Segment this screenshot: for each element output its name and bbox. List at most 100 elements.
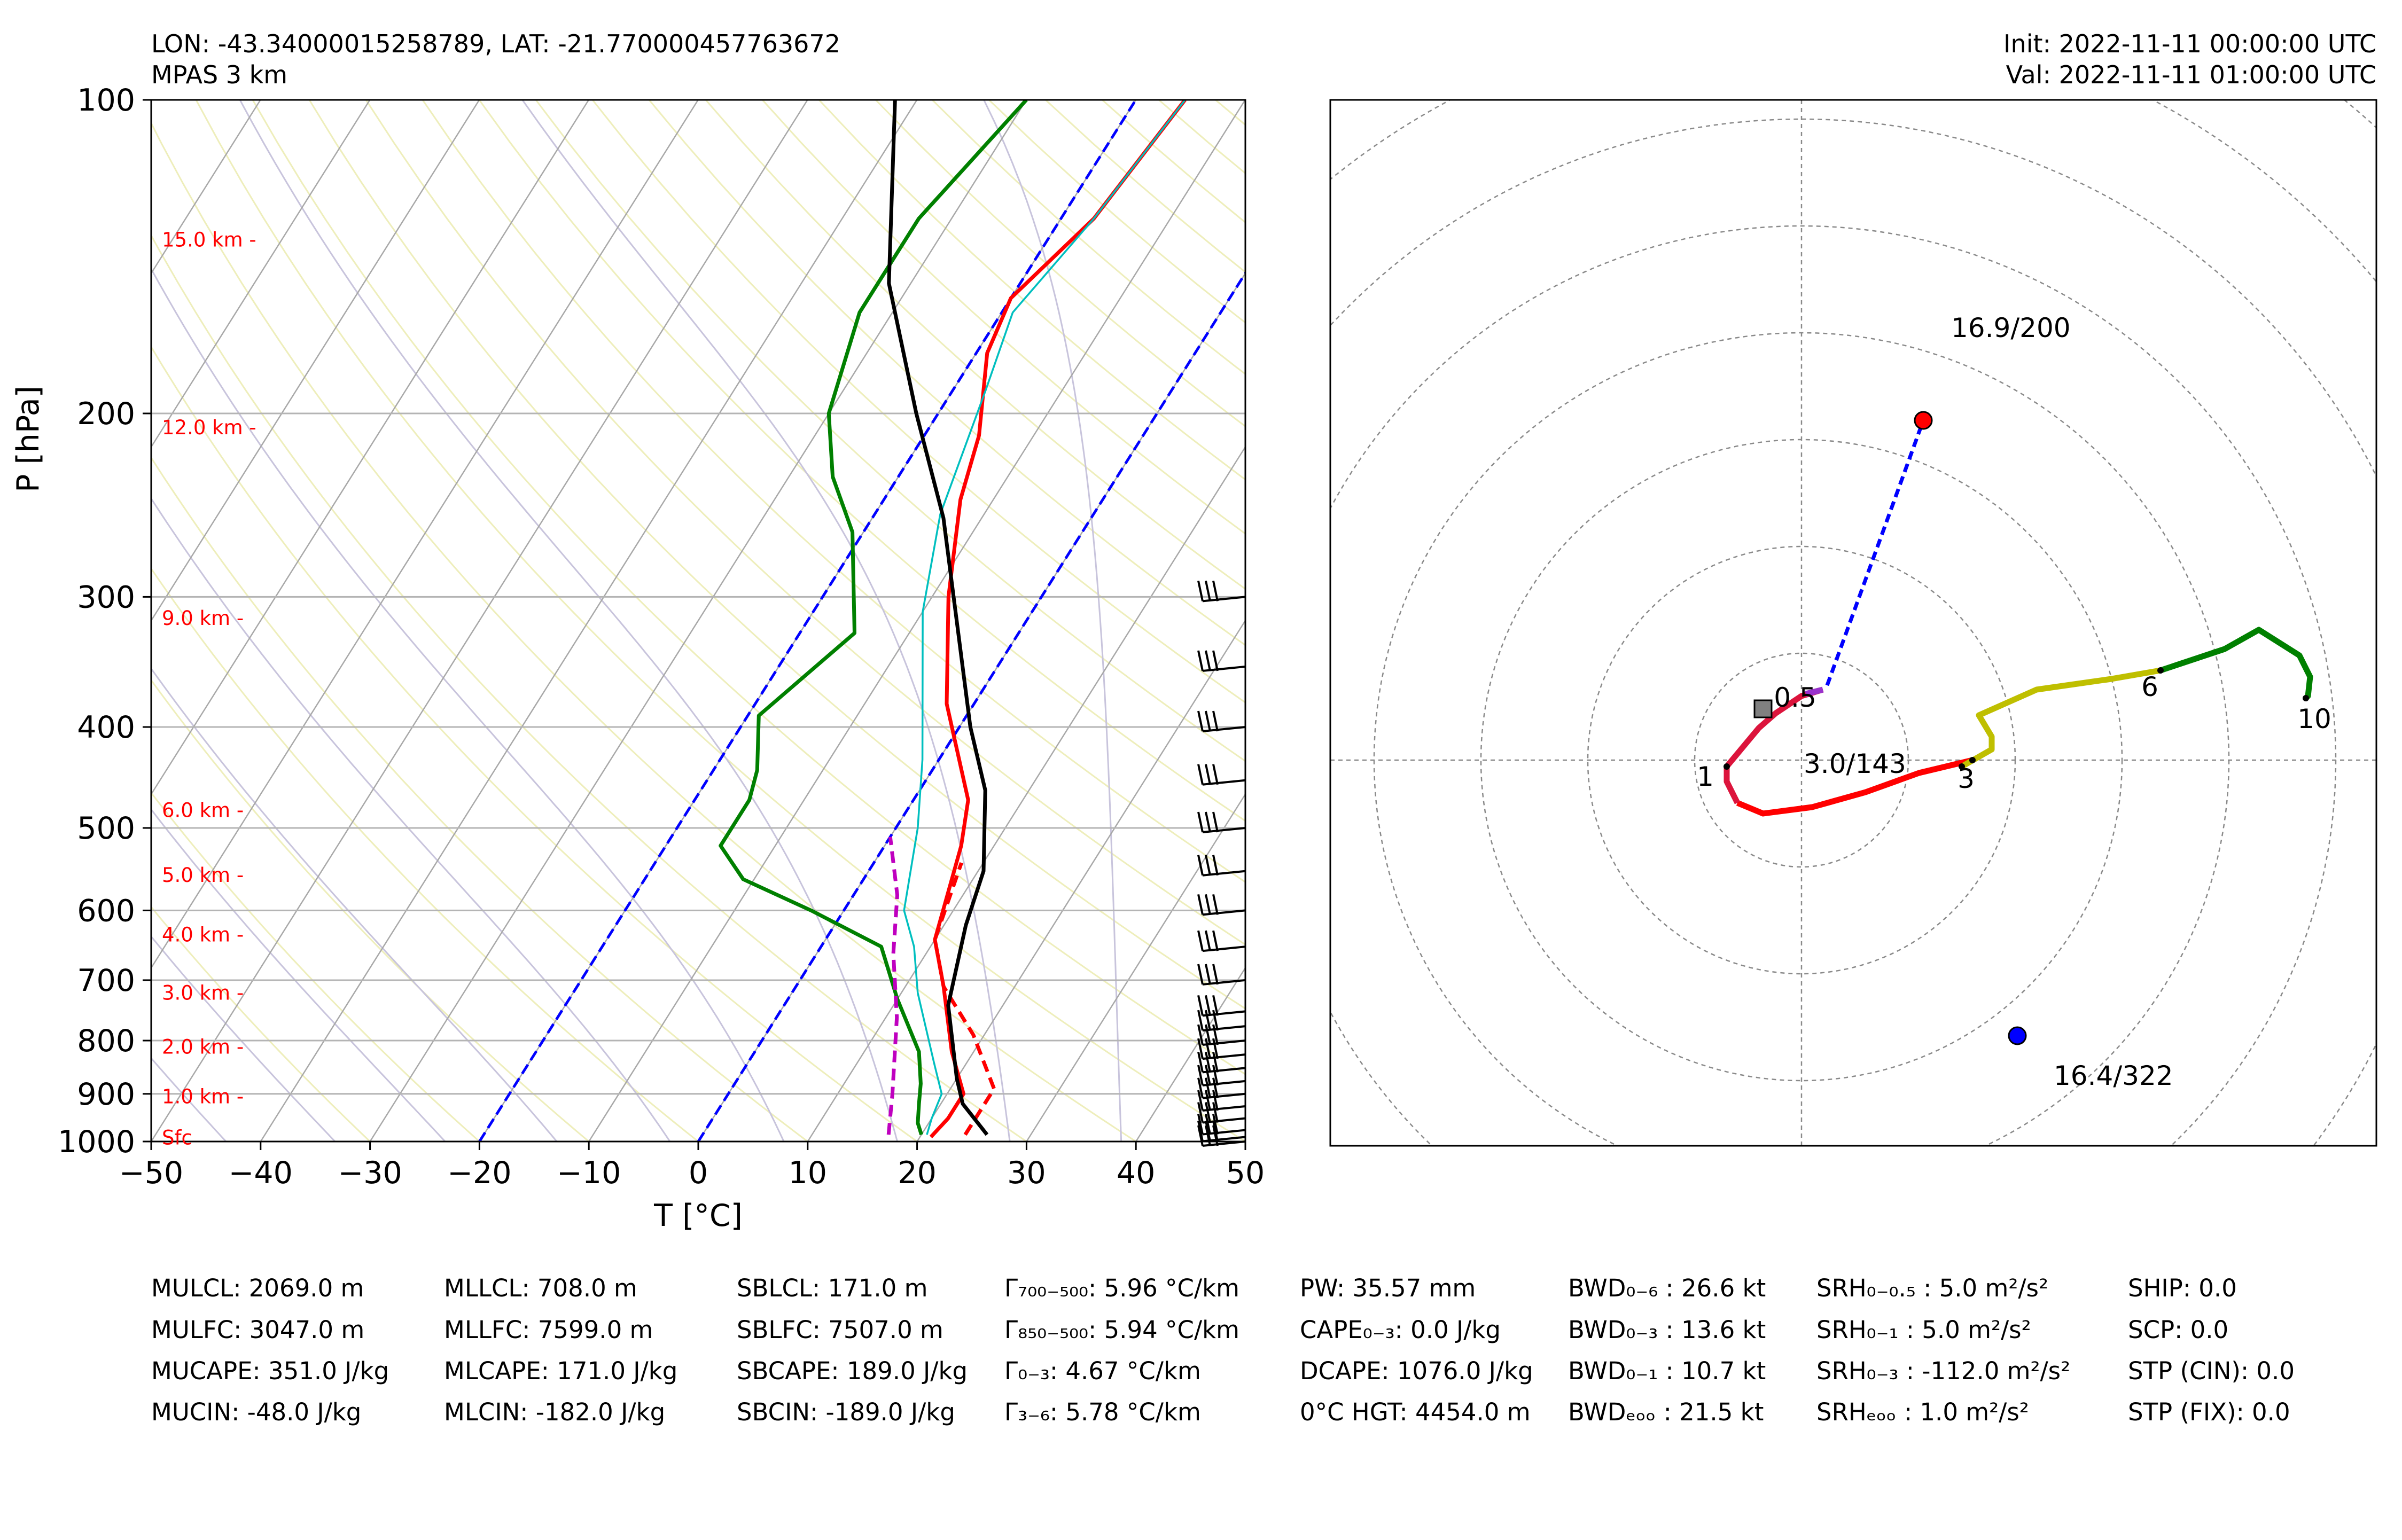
dry-adiabat bbox=[1215, 100, 1245, 126]
height-label: 15.0 km - bbox=[162, 228, 256, 251]
barb-feather bbox=[1212, 811, 1219, 833]
wind-barb bbox=[1197, 650, 1246, 672]
isotherm bbox=[151, 100, 371, 449]
stat-col1-1: MULFC: 3047.0 m bbox=[151, 1316, 365, 1344]
wind-barb bbox=[1197, 1024, 1246, 1046]
barb-feather bbox=[1205, 1038, 1211, 1059]
moist-adiabat bbox=[151, 1057, 228, 1142]
x-tick-label: −20 bbox=[447, 1155, 511, 1191]
dry-adiabat bbox=[252, 100, 1245, 1075]
x-tick-label: 30 bbox=[1007, 1155, 1046, 1191]
stat-col6-0: BWD₀₋₆ : 26.6 kt bbox=[1568, 1274, 1766, 1302]
stat-col8-2: STP (CIN): 0.0 bbox=[2128, 1357, 2295, 1385]
barb-feather bbox=[1197, 1065, 1204, 1086]
x-tick-label: 10 bbox=[789, 1155, 828, 1191]
moist-adiabat bbox=[983, 100, 1122, 1142]
sounding-parameters: MULCL: 2069.0 m MULFC: 3047.0 m MUCAPE: 35… bbox=[0, 1269, 2402, 1440]
dry-adiabat bbox=[705, 100, 1245, 590]
location-label: LON: -43.34000015258789, LAT: -21.770000… bbox=[151, 29, 840, 58]
height-label: Sfc bbox=[162, 1126, 192, 1149]
dry-adiabat bbox=[1102, 100, 1245, 224]
stat-col6-1: BWD₀₋₃ : 13.6 kt bbox=[1568, 1316, 1766, 1344]
barb-feather bbox=[1197, 1114, 1204, 1135]
barb-feather bbox=[1212, 855, 1219, 876]
x-tick-label: 50 bbox=[1226, 1155, 1265, 1191]
height-dot bbox=[1959, 763, 1965, 770]
wind-barb bbox=[1197, 580, 1246, 603]
isotherm bbox=[151, 100, 699, 970]
wind-barb bbox=[1197, 894, 1246, 916]
isotherm bbox=[260, 100, 918, 1142]
right-mover-label: 16.9/200 bbox=[1951, 312, 2071, 343]
stat-col2-3: MLCIN: -182.0 J/kg bbox=[444, 1398, 666, 1426]
wind-barb bbox=[1197, 811, 1246, 833]
height-dot bbox=[1969, 757, 1976, 763]
stat-col3-2: SBCAPE: 189.0 J/kg bbox=[737, 1357, 968, 1385]
barb-feather bbox=[1197, 1090, 1204, 1111]
stat-col2-0: MLLCL: 708.0 m bbox=[444, 1274, 637, 1302]
wetbulb-line bbox=[903, 100, 1186, 1135]
barb-feather bbox=[1212, 580, 1219, 601]
valid-time-label: Val: 2022-11-11 01:00:00 UTC bbox=[2006, 60, 2376, 89]
dry-adiabat bbox=[308, 100, 1245, 1010]
freezing-isotherm bbox=[697, 270, 1245, 1142]
barb-feather bbox=[1197, 650, 1204, 671]
barb-feather bbox=[1212, 894, 1219, 915]
wind-barb bbox=[1197, 1065, 1246, 1086]
isotherm bbox=[151, 100, 480, 622]
isotherm bbox=[151, 100, 589, 796]
dry-adiabat bbox=[761, 100, 1245, 535]
wind-barb bbox=[1197, 964, 1246, 986]
left-mover-label: 16.4/322 bbox=[2054, 1060, 2173, 1091]
wind-barb bbox=[1197, 930, 1246, 952]
barb-feather bbox=[1197, 580, 1204, 601]
dry-adiabat bbox=[1329, 100, 2402, 1163]
y-tick-label: 400 bbox=[77, 710, 135, 745]
barb-feather bbox=[1212, 1090, 1219, 1111]
stat-col3-1: SBLFC: 7507.0 m bbox=[737, 1316, 943, 1344]
height-label: 6.0 km - bbox=[162, 799, 244, 822]
stat-col5-2: DCAPE: 1076.0 J/kg bbox=[1300, 1357, 1533, 1385]
barb-feather bbox=[1197, 1051, 1204, 1073]
wind-barb bbox=[1197, 1077, 1246, 1099]
hodo-height-label: 0.5 bbox=[1774, 682, 1816, 713]
init-time-label: Init: 2022-11-11 00:00:00 UTC bbox=[2003, 29, 2376, 58]
wind-barb bbox=[1197, 1121, 1246, 1143]
wind-barb bbox=[1197, 710, 1246, 733]
barb-feather bbox=[1205, 894, 1211, 915]
hodo-segment bbox=[1960, 667, 2161, 769]
wind-barb bbox=[1197, 1051, 1246, 1074]
isotherm bbox=[1026, 793, 1245, 1142]
dry-adiabat bbox=[151, 345, 919, 1142]
barb-feather bbox=[1197, 1121, 1204, 1142]
barb-feather bbox=[1205, 710, 1211, 732]
stat-col7-2: SRH₀₋₃ : -112.0 m²/s² bbox=[1816, 1357, 2071, 1385]
moist-adiabat bbox=[151, 935, 337, 1142]
stat-col8-0: SHIP: 0.0 bbox=[2128, 1274, 2237, 1302]
hodo-segment bbox=[1723, 686, 1824, 804]
dry-adiabat bbox=[151, 233, 1028, 1142]
height-label: 4.0 km - bbox=[162, 923, 244, 946]
wind-barb bbox=[1197, 1102, 1246, 1124]
wind-barb bbox=[1197, 1114, 1246, 1136]
barb-feather bbox=[1197, 1010, 1204, 1031]
barb-feather bbox=[1197, 1102, 1204, 1123]
x-tick-label: −10 bbox=[557, 1155, 621, 1191]
stat-col1-3: MUCIN: -48.0 J/kg bbox=[151, 1398, 362, 1426]
stat-col3-3: SBCIN: -189.0 J/kg bbox=[737, 1398, 955, 1426]
hodo-segment bbox=[1805, 686, 1824, 697]
dry-adiabat bbox=[151, 678, 590, 1142]
stat-col4-3: Γ₃₋₆: 5.78 °C/km bbox=[1004, 1398, 1201, 1426]
barb-feather bbox=[1197, 894, 1204, 915]
dry-adiabat bbox=[195, 100, 1245, 1142]
stat-col3-0: SBLCL: 171.0 m bbox=[737, 1274, 928, 1302]
barb-feather bbox=[1197, 964, 1204, 985]
height-label: 12.0 km - bbox=[162, 416, 256, 439]
barb-feather bbox=[1197, 1077, 1204, 1099]
x-tick-label: −30 bbox=[338, 1155, 402, 1191]
height-dot bbox=[2157, 667, 2164, 674]
barb-feather bbox=[1197, 811, 1204, 833]
y-tick-label: 100 bbox=[77, 83, 135, 118]
barb-feather bbox=[1197, 995, 1204, 1016]
height-dot bbox=[1723, 763, 1730, 770]
